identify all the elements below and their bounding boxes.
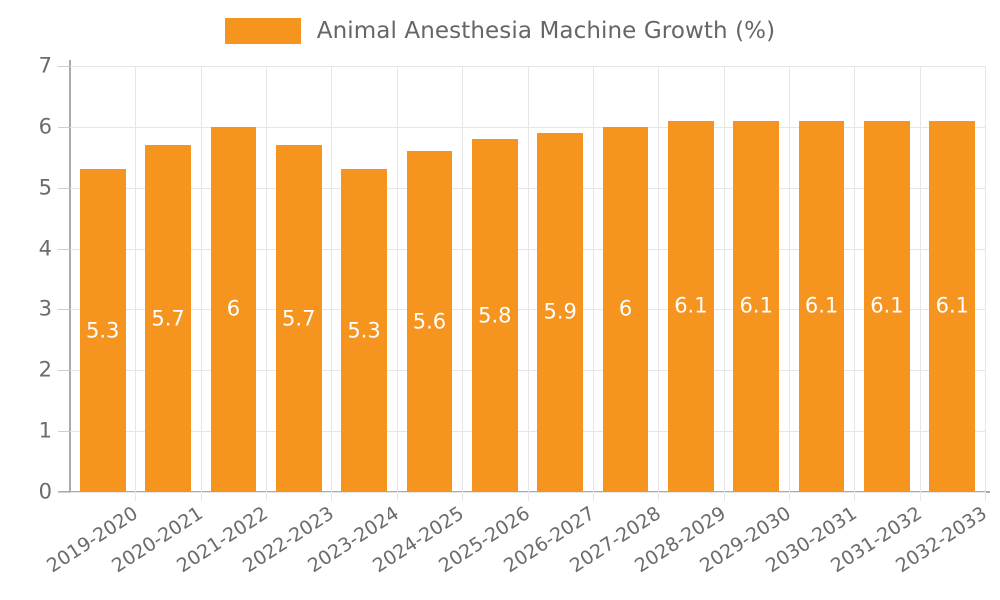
bar[interactable]	[602, 126, 649, 492]
gridline-vertical	[331, 66, 332, 492]
y-axis-tick-label: 2	[38, 357, 52, 382]
y-axis-tick-label: 0	[38, 479, 52, 504]
x-axis-tick	[658, 492, 659, 501]
y-axis-spine	[69, 60, 71, 493]
y-axis-tick	[58, 309, 69, 311]
plot-area: 5.3 5.7 6 5.7 5.3 5.6 5.8 5.9 6 6.1 6.1 6.1 6.1 6.1	[70, 66, 986, 493]
gridline-horizontal	[70, 370, 985, 372]
gridline-vertical	[397, 66, 398, 492]
bar[interactable]	[798, 120, 845, 492]
y-axis-tick	[58, 248, 69, 250]
y-axis-tick	[58, 431, 69, 433]
legend-label: Animal Anesthesia Machine Growth (%)	[316, 18, 776, 44]
bar[interactable]	[145, 145, 191, 492]
y-axis-tick-label: 6	[38, 114, 52, 139]
x-axis-tick	[462, 492, 463, 501]
gridline-vertical	[528, 66, 529, 492]
y-axis-tick	[58, 370, 69, 372]
gridline-horizontal	[70, 187, 985, 189]
x-axis-tick	[266, 492, 267, 501]
y-axis-tick	[58, 187, 69, 189]
bar-value-label: 6.1	[870, 293, 904, 318]
bar[interactable]	[537, 132, 584, 492]
y-axis-tick-label: 3	[38, 296, 52, 321]
gridline-horizontal	[70, 492, 985, 493]
bar-value-label: 5.8	[478, 303, 512, 327]
gridline-horizontal	[70, 126, 985, 128]
y-axis-tick-label: 7	[38, 53, 52, 78]
gridline-horizontal	[70, 431, 985, 433]
bar-value-label: 6.1	[804, 293, 839, 318]
y-axis-tick	[58, 492, 69, 493]
bar-value-label: 5.7	[151, 306, 185, 331]
gridline-vertical	[985, 66, 986, 492]
gridline-vertical	[462, 66, 463, 492]
y-axis-tick-label: 1	[38, 418, 52, 443]
gridline-vertical	[135, 66, 136, 492]
gridline-horizontal	[70, 309, 985, 311]
x-axis-tick	[985, 492, 986, 501]
legend-color-swatch	[224, 18, 301, 44]
bar[interactable]	[210, 126, 257, 492]
gridline-vertical	[920, 66, 921, 492]
x-axis-tick	[201, 492, 202, 501]
gridline-vertical	[593, 66, 594, 492]
x-axis-tick	[789, 492, 790, 501]
gridline-vertical	[789, 66, 790, 492]
x-axis-tick	[593, 492, 594, 501]
bar-value-label: 6.1	[674, 293, 708, 318]
y-axis-tick-label: 4	[38, 236, 52, 261]
gridline-horizontal	[70, 248, 985, 250]
bar-value-label: 5.6	[412, 309, 447, 334]
bar-value-label: 6.1	[739, 293, 773, 318]
bar[interactable]	[341, 169, 387, 492]
bar-value-label: 5.7	[282, 306, 316, 331]
x-axis-tick	[920, 492, 921, 501]
gridline-vertical	[658, 66, 659, 492]
gridline-vertical	[854, 66, 855, 492]
bar[interactable]	[864, 120, 910, 492]
bar[interactable]	[406, 151, 453, 492]
bar-value-label: 5.3	[347, 318, 381, 343]
y-axis-tick-label: 5	[38, 175, 52, 200]
bar[interactable]	[668, 120, 714, 492]
bar-value-label: 5.3	[85, 318, 120, 343]
y-axis-tick	[58, 126, 69, 128]
x-axis-tick	[135, 492, 136, 501]
bar[interactable]	[275, 145, 322, 492]
bar[interactable]	[733, 120, 780, 492]
chart-legend: Animal Anesthesia Machine Growth (%)	[0, 10, 1000, 52]
bar-value-label: 6.1	[935, 293, 970, 318]
bar[interactable]	[929, 120, 976, 492]
y-axis-tick	[58, 66, 69, 67]
gridline-vertical	[724, 66, 725, 492]
x-axis-tick	[397, 492, 398, 501]
bar[interactable]	[79, 169, 126, 492]
gridline-vertical	[201, 66, 202, 492]
x-axis-tick	[854, 492, 855, 501]
bar-value-label: 6	[618, 296, 633, 321]
gridline-horizontal	[70, 66, 985, 67]
gridline-vertical	[266, 66, 267, 492]
bar[interactable]	[471, 139, 518, 492]
x-axis-tick	[724, 492, 725, 501]
x-axis-tick	[331, 492, 332, 501]
bar-value-label: 6	[226, 296, 241, 321]
x-axis-tick	[528, 492, 529, 501]
bar-value-label: 5.9	[543, 299, 577, 324]
